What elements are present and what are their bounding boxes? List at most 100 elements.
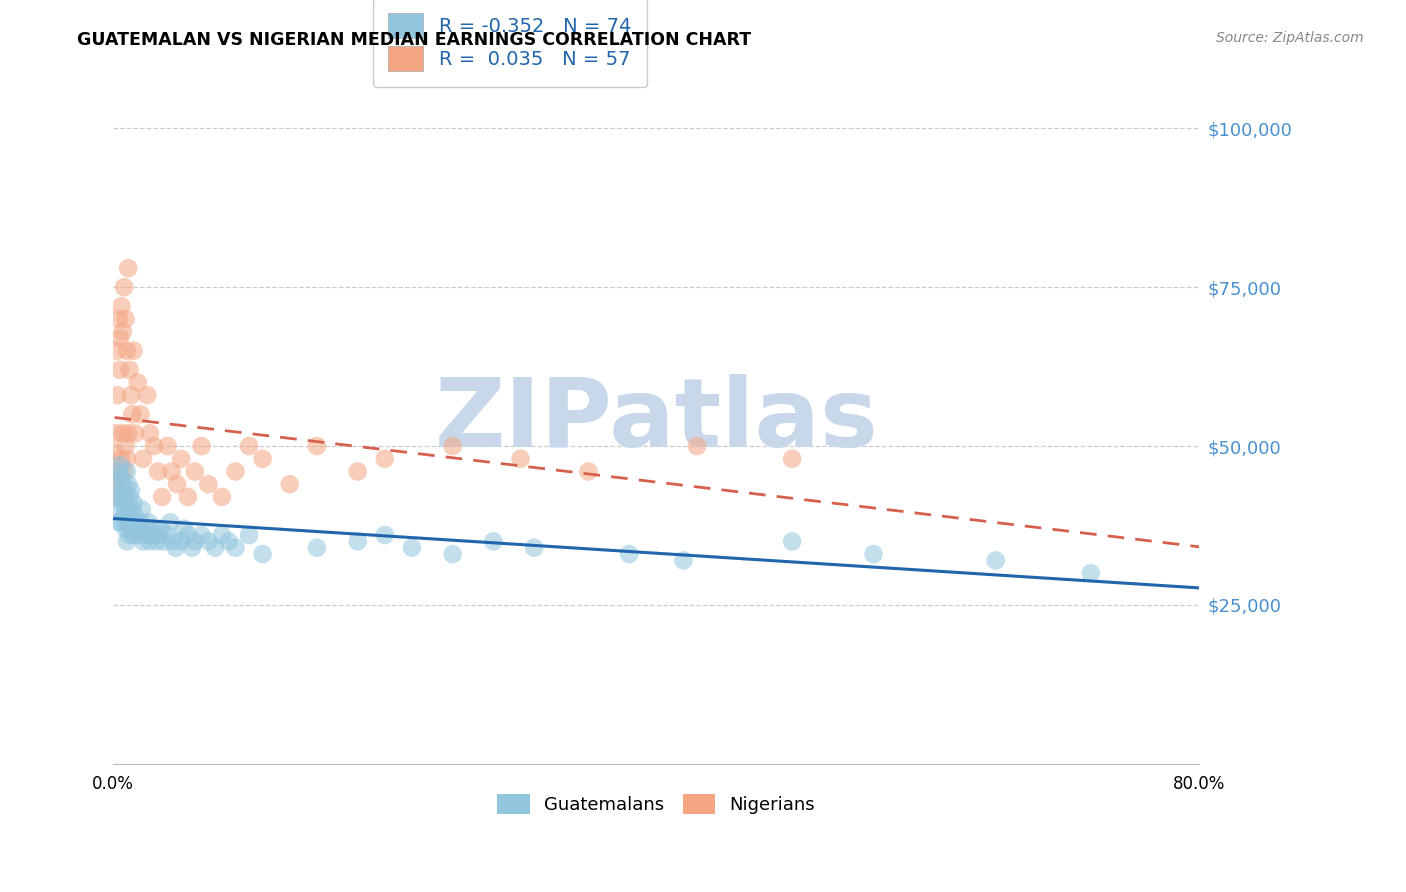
Point <box>118 528 141 542</box>
Point <box>780 534 803 549</box>
Point <box>115 502 138 516</box>
Point <box>127 376 149 390</box>
Point <box>111 325 134 339</box>
Point <box>211 528 233 542</box>
Point <box>115 465 138 479</box>
Point <box>152 534 174 549</box>
Point <box>117 516 139 530</box>
Point <box>160 465 183 479</box>
Point <box>115 343 138 358</box>
Point <box>441 547 464 561</box>
Point <box>118 490 141 504</box>
Point <box>120 388 142 402</box>
Point <box>166 477 188 491</box>
Point <box>108 502 131 516</box>
Point <box>115 451 138 466</box>
Text: ZIPatlas: ZIPatlas <box>434 374 879 467</box>
Point <box>114 439 136 453</box>
Point <box>204 541 226 555</box>
Point <box>124 508 146 523</box>
Point <box>374 451 396 466</box>
Point <box>112 465 135 479</box>
Point <box>211 490 233 504</box>
Legend: Guatemalans, Nigerians: Guatemalans, Nigerians <box>488 785 824 823</box>
Point <box>136 388 159 402</box>
Point <box>104 445 127 459</box>
Point <box>108 363 131 377</box>
Point <box>117 426 139 441</box>
Point <box>165 541 187 555</box>
Point <box>112 280 135 294</box>
Point <box>117 261 139 276</box>
Point <box>177 490 200 504</box>
Point <box>131 502 153 516</box>
Point <box>238 439 260 453</box>
Point <box>110 471 132 485</box>
Point <box>125 516 148 530</box>
Point <box>105 477 128 491</box>
Point <box>117 477 139 491</box>
Point <box>127 522 149 536</box>
Point <box>132 534 155 549</box>
Y-axis label: Median Earnings: Median Earnings <box>0 351 8 490</box>
Point <box>252 451 274 466</box>
Point <box>108 471 131 485</box>
Point <box>177 528 200 542</box>
Point <box>107 312 129 326</box>
Point <box>346 465 368 479</box>
Point <box>110 516 132 530</box>
Point <box>104 426 127 441</box>
Point <box>111 477 134 491</box>
Point <box>134 522 156 536</box>
Point <box>111 496 134 510</box>
Point <box>114 490 136 504</box>
Point <box>170 451 193 466</box>
Point <box>162 534 184 549</box>
Point <box>156 528 179 542</box>
Point <box>780 451 803 466</box>
Point <box>104 477 127 491</box>
Point <box>141 528 163 542</box>
Point <box>159 516 181 530</box>
Point <box>374 528 396 542</box>
Point <box>124 426 146 441</box>
Text: GUATEMALAN VS NIGERIAN MEDIAN EARNINGS CORRELATION CHART: GUATEMALAN VS NIGERIAN MEDIAN EARNINGS C… <box>77 31 751 49</box>
Point <box>129 516 152 530</box>
Point <box>121 502 143 516</box>
Point <box>523 541 546 555</box>
Point <box>122 528 145 542</box>
Point <box>108 490 131 504</box>
Point <box>107 516 129 530</box>
Point <box>105 388 128 402</box>
Point <box>305 439 328 453</box>
Point <box>190 439 212 453</box>
Point <box>107 490 129 504</box>
Point <box>146 465 169 479</box>
Point <box>150 490 173 504</box>
Point <box>617 547 640 561</box>
Point <box>305 541 328 555</box>
Point <box>108 458 131 472</box>
Point <box>120 522 142 536</box>
Point <box>181 541 204 555</box>
Point <box>224 541 246 555</box>
Point <box>139 534 162 549</box>
Point <box>143 439 166 453</box>
Point <box>482 534 505 549</box>
Point <box>686 439 709 453</box>
Point <box>122 343 145 358</box>
Point <box>115 534 138 549</box>
Point <box>173 522 195 536</box>
Point <box>132 451 155 466</box>
Point <box>138 516 160 530</box>
Point <box>112 483 135 498</box>
Point <box>149 522 172 536</box>
Point <box>509 451 531 466</box>
Point <box>139 426 162 441</box>
Point <box>170 534 193 549</box>
Point <box>224 465 246 479</box>
Point <box>121 407 143 421</box>
Point <box>183 465 205 479</box>
Point <box>114 312 136 326</box>
Point <box>238 528 260 542</box>
